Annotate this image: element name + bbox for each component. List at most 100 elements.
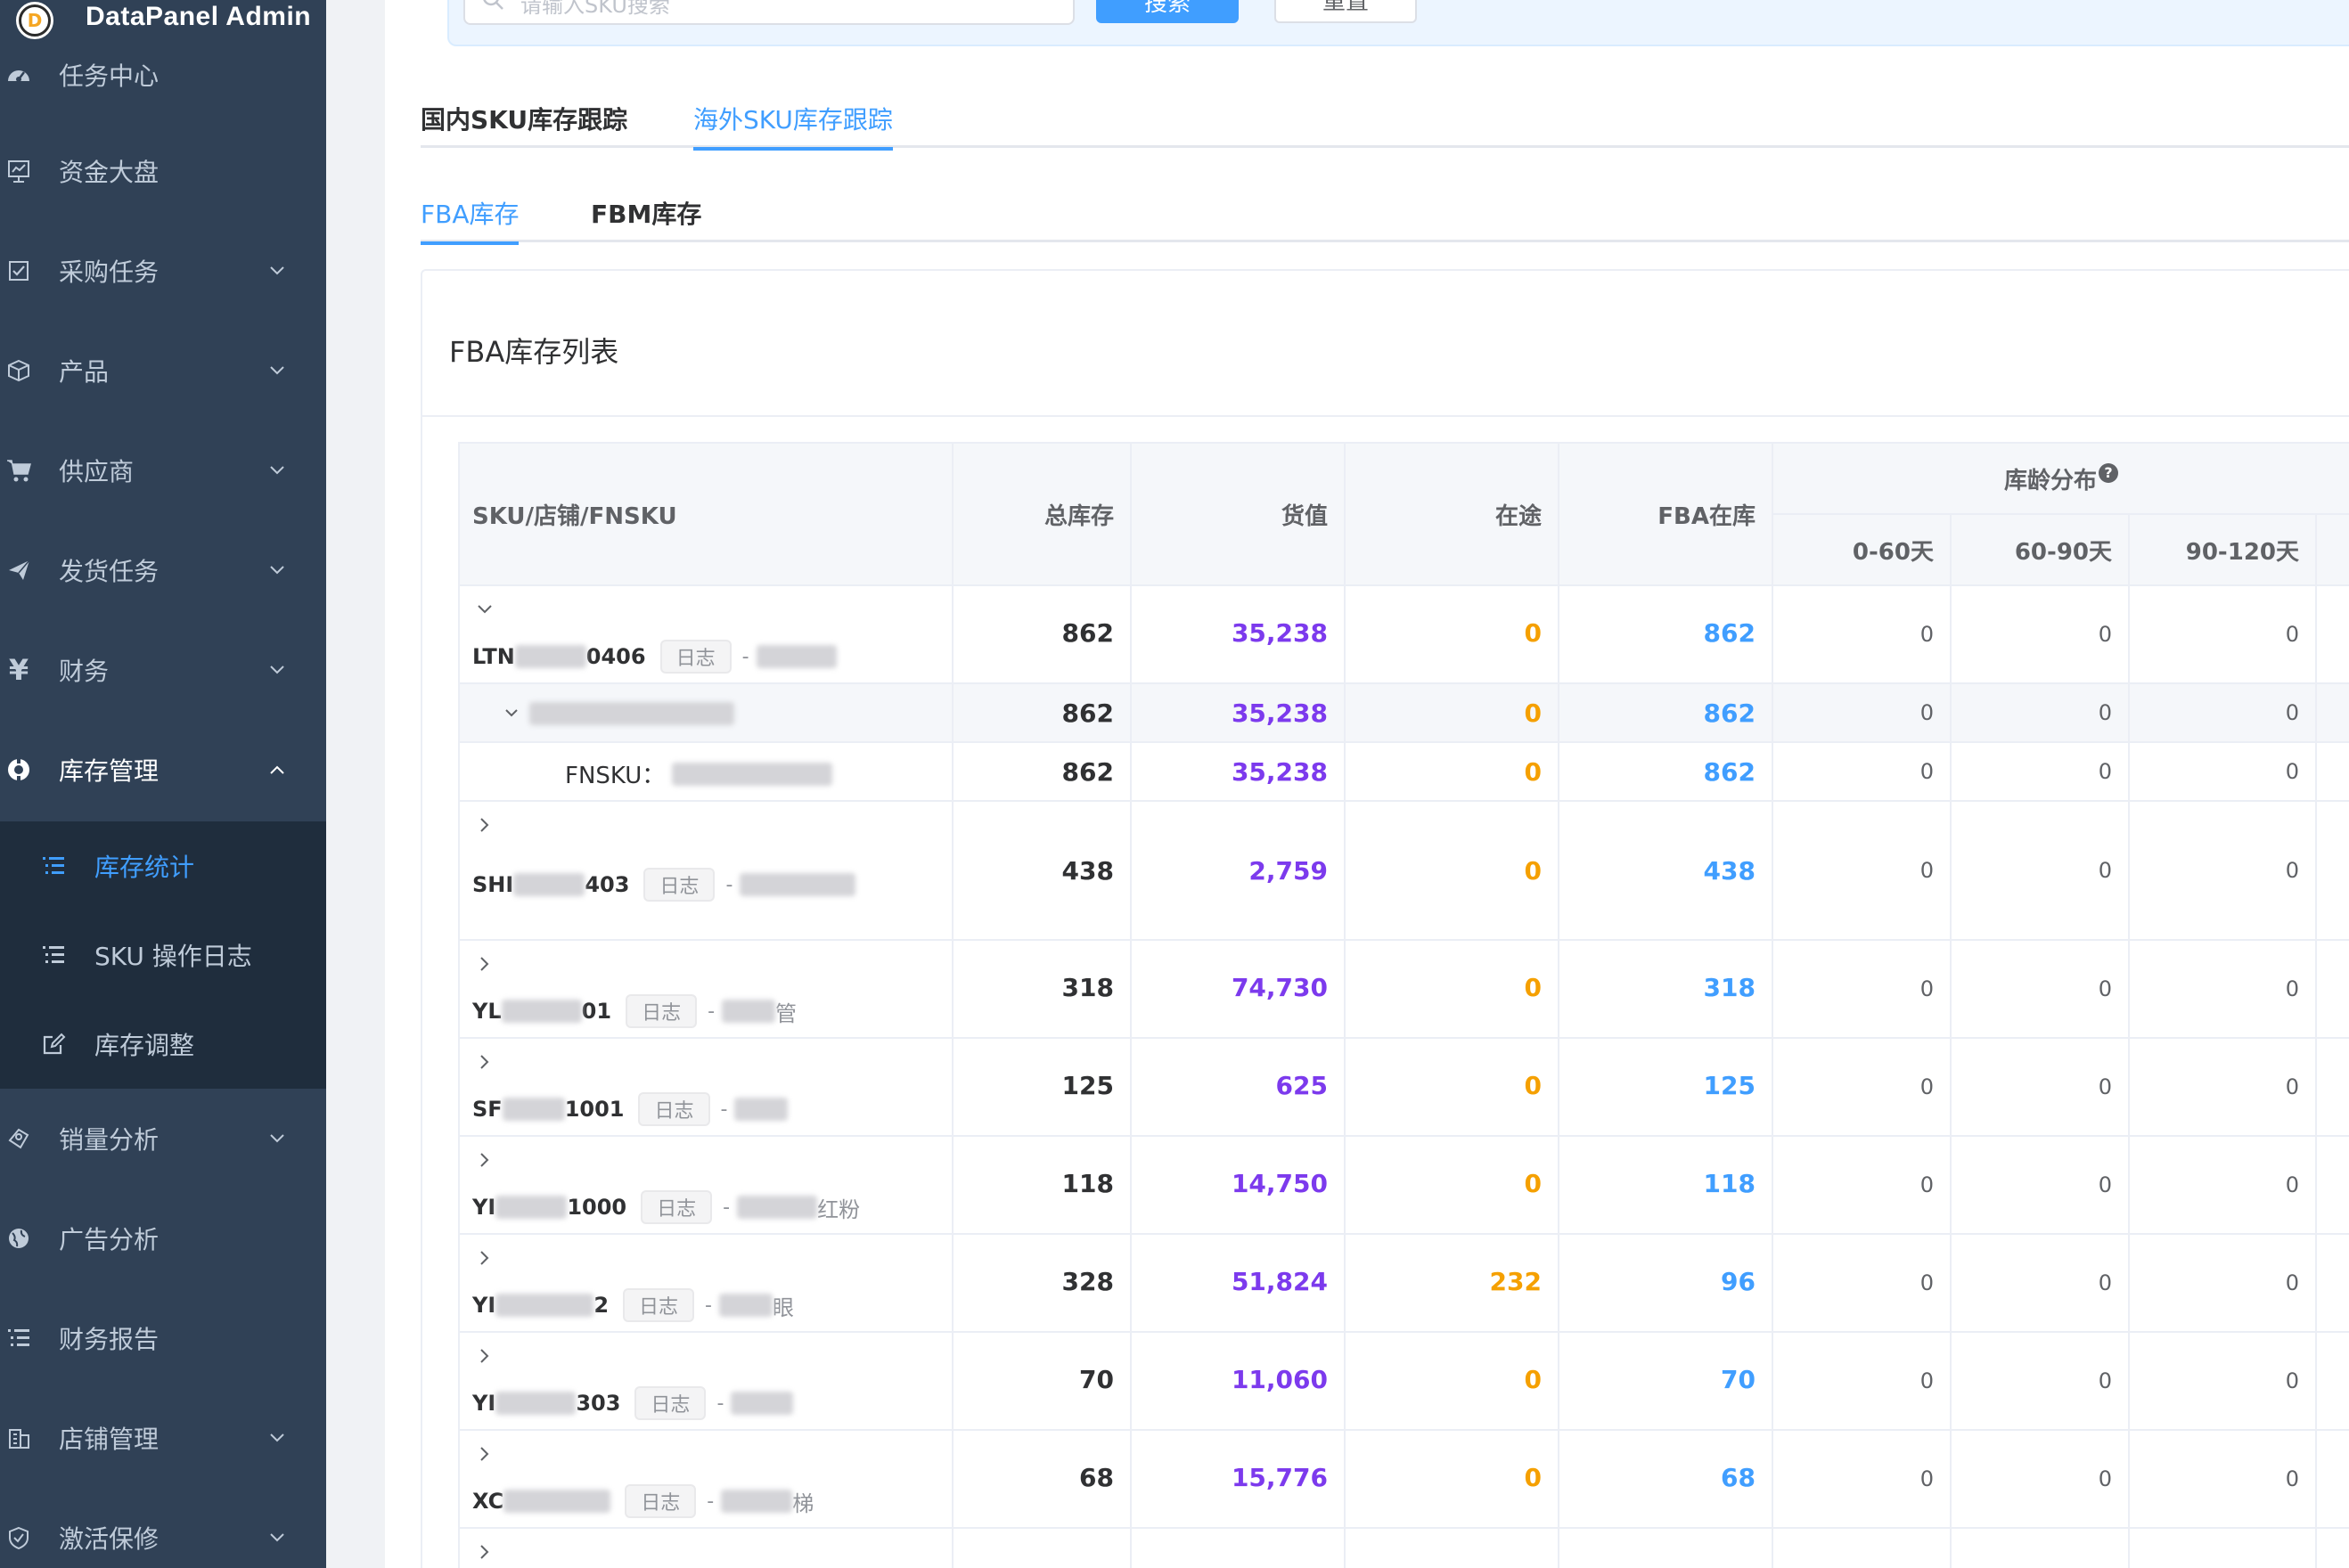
sidebar-item-shop-management[interactable]: 店铺管理 [0,1388,326,1488]
cell-age3: 0 [2130,1039,2317,1135]
cell-age3: 0 [2130,1431,2317,1527]
search-input[interactable]: 请输入SKU搜索 [463,0,1075,25]
tab-fba-inventory[interactable]: FBA库存 [421,184,520,245]
sidebar-subitem-label: 库存统计 [94,853,195,882]
logo-row: D DataPanel Admin [0,0,326,45]
send-icon [4,555,34,585]
sku-prefix: YL [472,999,502,1024]
sidebar-item-shipping-tasks[interactable]: 发货任务 [0,520,326,620]
sidebar-subitem-inventory-adjust[interactable]: 库存调整 [0,1000,326,1089]
cell-age2: 0 [1952,1431,2130,1527]
shield-icon [4,1523,34,1553]
cell-total: 862 [954,586,1132,682]
sidebar-item-fund-board[interactable]: 资金大盘 [0,121,326,221]
sku-prefix: SF [472,1097,503,1122]
log-button[interactable]: 日志 [659,640,732,674]
sku-prefix: YI [472,1391,496,1416]
table-row: LTN 0406 日志 -862 35,238 0 862 0 0 0 [460,586,2349,684]
chevron-right-icon[interactable] [476,1053,494,1071]
log-button[interactable]: 日志 [634,1386,707,1420]
log-button[interactable]: 日志 [623,1288,695,1322]
list-icon [39,941,68,969]
redacted-sku [495,1294,594,1317]
cell-value: 51,824 [1132,1235,1346,1331]
sidebar-item-suppliers[interactable]: 供应商 [0,421,326,520]
cell-fba: 68 [1559,1431,1773,1527]
sidebar-subitem-sku-log[interactable]: SKU 操作日志 [0,911,326,1000]
log-button[interactable]: 日志 [643,868,716,902]
sku-suffix: 403 [585,872,630,897]
redacted-sku [495,1196,568,1219]
cell-age2: 0 [1952,1039,2130,1135]
table-row: YI 2 日志 - 眼 328 51,824 232 96 0 0 0 [460,1235,2349,1333]
header-value[interactable]: 货值 [1132,444,1346,586]
log-button[interactable]: 日志 [638,1092,710,1126]
sidebar-item-task-center[interactable]: 任务中心 [0,25,326,125]
sales-icon [4,1123,34,1154]
header-total[interactable]: 总库存 [954,444,1132,586]
log-button[interactable]: 日志 [641,1190,713,1224]
chevron-right-icon[interactable] [476,1543,494,1561]
cell-age3: 0 [2130,1235,2317,1331]
search-icon [481,0,506,12]
cell-age2: 0 [1952,941,2130,1037]
cell-total: 862 [954,684,1132,741]
sidebar-item-purchase-tasks[interactable]: 采购任务 [0,221,326,321]
sidebar-item-label: 激活保修 [59,1524,160,1554]
cell-transit: 0 [1346,586,1559,682]
header-fba[interactable]: FBA在库 [1559,444,1773,586]
chevron-right-icon[interactable] [476,1347,494,1365]
tab-overseas-sku[interactable]: 海外SKU库存跟踪 [693,89,893,151]
redacted-sku [503,1490,611,1513]
sidebar-item-warranty[interactable]: 激活保修 [0,1488,326,1568]
chevron-right-icon[interactable] [476,1151,494,1169]
chevron-right-icon[interactable] [476,955,494,973]
cell-age3: 0 [2130,586,2317,682]
sidebar-item-finance-report[interactable]: 财务报告 [0,1288,326,1388]
chevron-down-icon[interactable] [476,600,494,618]
tab-fbm-inventory[interactable]: FBM库存 [591,200,702,229]
header-transit[interactable]: 在途 [1346,444,1559,586]
redacted-sku [502,1098,565,1121]
description-suffix: 红粉 [817,1196,861,1222]
header-age-90-120: 90-120天 [2130,515,2317,586]
cell-value: 11,060 [1132,1333,1346,1429]
help-icon[interactable]: ? [2099,463,2118,483]
cell-total: 68 [954,1431,1132,1527]
logo: D [12,0,57,43]
chevron-right-icon[interactable] [476,1445,494,1463]
cell-age2: 0 [1952,1137,2130,1233]
sidebar-subitem-inventory-stats[interactable]: 库存统计 [0,821,326,911]
separator: - [723,1196,731,1219]
log-button[interactable]: 日志 [626,994,698,1028]
sku-prefix: YI [472,1293,496,1318]
chevron-right-icon[interactable] [476,1249,494,1267]
cell-fba: 70 [1559,1333,1773,1429]
sku-cell: YI 303 日志 - [460,1333,954,1429]
separator: - [708,1000,716,1023]
sidebar-item-ad-analysis[interactable]: 广告分析 [0,1188,326,1288]
tab-domestic-sku[interactable]: 国内SKU库存跟踪 [421,105,628,135]
sidebar-item-sales-analysis[interactable]: 销量分析 [0,1089,326,1188]
log-button[interactable]: 日志 [625,1484,697,1518]
cell-transit: 0 [1346,1039,1559,1135]
sidebar-item-products[interactable]: 产品 [0,321,326,421]
cell-age2: 0 [1952,1235,2130,1331]
chevron-right-icon[interactable] [476,816,494,834]
sidebar-item-inventory[interactable]: 库存管理 [0,720,326,820]
sku-cell: FNSKU： [460,743,954,800]
cell-age-more [2317,1039,2349,1135]
cell-age3: 0 [2130,1137,2317,1233]
cell-total: 438 [954,802,1132,939]
sku-cell: XC 日志 - 梯 [460,1431,954,1527]
header-age-60-90: 60-90天 [1952,515,2130,586]
redacted-sku [513,873,585,896]
cell-transit: 0 [1346,743,1559,800]
chevron-down-icon[interactable] [503,704,520,722]
redacted-description [734,1098,789,1121]
header-age-0-60: 0-60天 [1773,515,1952,586]
sidebar-item-finance[interactable]: ¥ 财务 [0,620,326,720]
search-button[interactable]: 搜索 [1096,0,1239,23]
cell-transit: 0 [1346,941,1559,1037]
reset-button[interactable]: 重置 [1274,0,1417,23]
